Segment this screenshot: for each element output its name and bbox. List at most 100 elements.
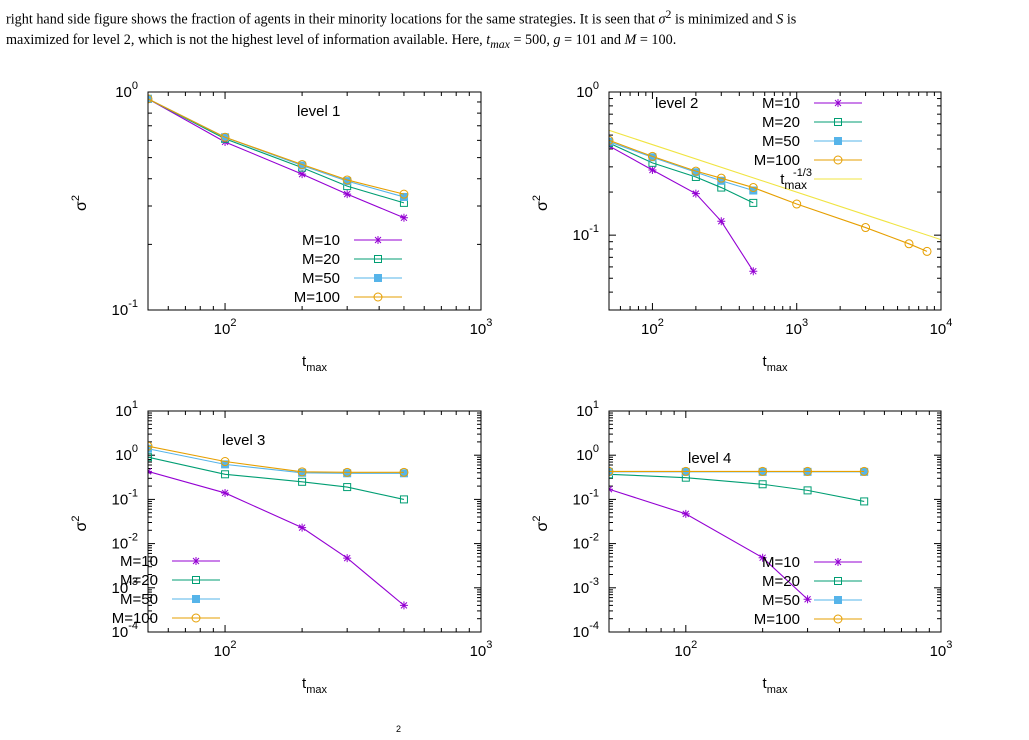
data-point bbox=[298, 468, 307, 477]
y-tick-base: 10 bbox=[576, 447, 593, 464]
x-tick-exponent: 2 bbox=[658, 317, 664, 329]
series-line-m-10 bbox=[609, 145, 754, 272]
x-axis-label: tmax bbox=[763, 353, 788, 374]
data-point bbox=[681, 509, 690, 518]
x-tick-label: 103 bbox=[470, 639, 493, 660]
caption-g: g bbox=[553, 31, 561, 48]
data-point bbox=[221, 470, 230, 479]
x-axis-label-base: t bbox=[302, 353, 307, 370]
legend-marker bbox=[373, 292, 383, 302]
y-axis-label-base: σ bbox=[73, 201, 90, 211]
y-axis-label-base: σ bbox=[534, 201, 551, 211]
y-tick-base: 10 bbox=[573, 624, 590, 641]
data-point bbox=[609, 466, 614, 476]
data-point bbox=[609, 135, 614, 145]
legend-marker bbox=[192, 557, 200, 565]
legend-marker bbox=[374, 236, 382, 244]
y-tick-exponent: -1 bbox=[589, 487, 599, 499]
data-point bbox=[343, 177, 352, 186]
chart-panel-4: 102 10310-410-310-210-1100101tmaxσ2level … bbox=[531, 399, 952, 696]
legend-label-sub: max bbox=[784, 178, 807, 192]
data-point bbox=[148, 453, 152, 462]
panel-level-label: level 1 bbox=[297, 103, 340, 120]
legend-marker bbox=[374, 274, 382, 282]
x-tick-exponent: 3 bbox=[486, 317, 492, 329]
y-tick-base: 10 bbox=[576, 403, 593, 420]
y-tick-exponent: 0 bbox=[132, 443, 138, 455]
panel-level-label: level 2 bbox=[655, 95, 698, 112]
y-tick-exponent: -3 bbox=[128, 576, 138, 588]
y-axis-label-sup: 2 bbox=[70, 516, 82, 522]
x-tick-base: 10 bbox=[930, 643, 947, 660]
y-tick-base: 10 bbox=[115, 84, 132, 101]
legend-label: M=20 bbox=[120, 572, 158, 589]
legend-label: M=10 bbox=[762, 95, 800, 112]
y-axis-label: σ2 bbox=[531, 516, 551, 532]
legend-label: M=10 bbox=[302, 232, 340, 249]
data-point bbox=[758, 466, 768, 476]
caption-text: maximized for level 2, which is not the … bbox=[6, 31, 487, 48]
caption-text: = 100. bbox=[636, 31, 677, 48]
x-axis-label-base: t bbox=[763, 675, 768, 692]
legend-marker bbox=[834, 558, 842, 566]
y-tick-exponent: -1 bbox=[128, 298, 138, 310]
y-tick-label: 10-1 bbox=[573, 223, 599, 244]
data-point bbox=[758, 480, 767, 489]
x-tick-base: 10 bbox=[470, 321, 487, 338]
x-tick-label: 103 bbox=[785, 317, 808, 338]
x-tick-base: 10 bbox=[785, 321, 802, 338]
y-axis-label: σ2 bbox=[70, 516, 90, 532]
x-tick-base: 10 bbox=[930, 321, 947, 338]
data-point bbox=[399, 192, 408, 201]
legend: M=10 M=20 M=50 M=100 bbox=[754, 554, 862, 628]
data-point bbox=[749, 198, 758, 207]
caption-text: = 101 and bbox=[560, 31, 625, 48]
data-point bbox=[343, 483, 352, 492]
y-tick-label: 10-3 bbox=[573, 576, 599, 597]
y-tick-exponent: 0 bbox=[593, 443, 599, 455]
legend-label: M=10 bbox=[762, 554, 800, 571]
x-tick-exponent: 3 bbox=[486, 639, 492, 651]
y-tick-exponent: -3 bbox=[589, 576, 599, 588]
y-tick-base: 10 bbox=[115, 447, 132, 464]
data-point bbox=[343, 554, 352, 563]
y-tick-exponent: -2 bbox=[128, 532, 138, 544]
x-tick-label: 104 bbox=[930, 317, 953, 338]
legend-marker bbox=[834, 118, 842, 126]
y-tick-exponent: 0 bbox=[132, 80, 138, 92]
panel-level-label: level 4 bbox=[688, 450, 731, 467]
caption-text: = 500, bbox=[509, 31, 554, 48]
y-axis-label-sup: 2 bbox=[531, 195, 543, 201]
legend-label: M=20 bbox=[762, 573, 800, 590]
x-tick-exponent: 2 bbox=[691, 639, 697, 651]
legend: M=10 M=20 M=50 M=100 bbox=[294, 232, 402, 306]
caption-t: t bbox=[486, 31, 491, 48]
x-tick-exponent: 4 bbox=[946, 317, 952, 329]
data-point bbox=[681, 466, 691, 476]
data-point bbox=[298, 523, 307, 532]
legend-marker bbox=[834, 99, 842, 107]
legend-label: tmax-1/3 bbox=[780, 167, 812, 192]
data-point bbox=[717, 217, 726, 226]
x-tick-label: 102 bbox=[641, 317, 664, 338]
y-tick-exponent: -1 bbox=[589, 223, 599, 235]
caption-line-1: right hand side figure shows the fractio… bbox=[6, 4, 1024, 30]
legend-label: M=20 bbox=[302, 251, 340, 268]
x-tick-label: 102 bbox=[674, 639, 697, 660]
x-tick-label: 102 bbox=[214, 639, 237, 660]
data-point bbox=[399, 495, 408, 504]
y-tick-label: 101 bbox=[115, 399, 138, 420]
data-point bbox=[298, 161, 307, 170]
y-tick-label: 10-1 bbox=[112, 487, 138, 508]
y-tick-base: 10 bbox=[112, 491, 129, 508]
data-point bbox=[148, 444, 152, 453]
y-tick-exponent: -4 bbox=[589, 620, 599, 632]
data-point bbox=[148, 94, 152, 103]
x-tick-base: 10 bbox=[641, 321, 658, 338]
data-point bbox=[399, 469, 408, 478]
plot-area bbox=[148, 441, 409, 610]
y-tick-label: 10-1 bbox=[573, 487, 599, 508]
data-point bbox=[609, 137, 613, 146]
